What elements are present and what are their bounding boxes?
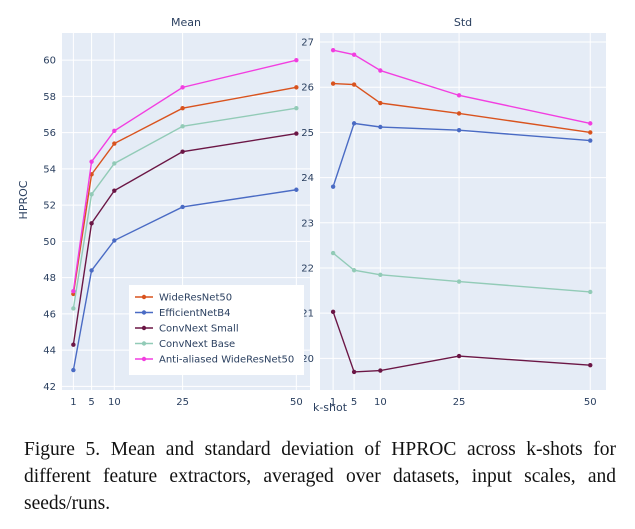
data-point-wideresnet50 [378, 100, 383, 106]
x-tick-label: 25 [176, 397, 189, 408]
x-tick-label: 1 [330, 397, 336, 408]
legend-swatch-marker [141, 310, 147, 315]
data-point-anti-aliased-wideresnet50 [456, 93, 462, 98]
data-point-convnext-base [89, 192, 94, 197]
data-point-wideresnet50 [180, 106, 185, 111]
data-point-convnext-base [180, 124, 185, 129]
y-tick-label: 23 [301, 218, 314, 229]
legend-label: Anti-aliased WideResNet50 [159, 355, 294, 366]
x-tick-label: 5 [351, 397, 357, 408]
y-tick-label: 20 [301, 354, 314, 365]
legend-label: ConvNext Small [159, 324, 239, 335]
data-point-anti-aliased-wideresnet50 [351, 52, 357, 57]
data-point-anti-aliased-wideresnet50 [112, 128, 117, 134]
data-point-efficientnetb4 [351, 121, 357, 126]
legend-swatch-marker [141, 341, 147, 346]
data-point-wideresnet50 [294, 85, 299, 90]
y-tick-label: 48 [43, 273, 56, 284]
data-point-convnext-base [378, 272, 383, 277]
data-point-convnext-small [89, 221, 94, 226]
figure-caption: Figure 5. Mean and standard deviation of… [24, 439, 616, 514]
data-point-convnext-small [330, 309, 336, 315]
y-axis-label: HPROC [17, 180, 30, 219]
data-point-convnext-small [71, 342, 76, 347]
data-point-convnext-small [112, 188, 117, 193]
data-point-convnext-small [588, 362, 593, 368]
x-tick-label: 5 [88, 397, 94, 408]
y-tick-label: 25 [301, 128, 314, 139]
legend-swatch-marker [141, 294, 147, 300]
std-subplot: Std 1 5 10 25 50 20 21 22 23 24 25 26 27 [301, 16, 606, 408]
legend: WideResNet50 EfficientNetB4 ConvNext Small… [129, 285, 304, 375]
y-tick-label: 24 [301, 173, 314, 184]
data-point-convnext-small [351, 369, 357, 375]
x-axis-label: k-shot [313, 401, 348, 414]
data-point-convnext-small [456, 353, 462, 359]
data-point-anti-aliased-wideresnet50 [588, 121, 593, 126]
data-point-efficientnetb4 [112, 238, 117, 243]
y-tick-label: 56 [43, 128, 56, 139]
x-tick-label: 25 [453, 397, 466, 408]
data-point-wideresnet50 [588, 130, 593, 135]
legend-label: ConvNext Base [159, 339, 235, 350]
y-tick-label: 27 [301, 38, 314, 49]
data-point-convnext-base [330, 250, 336, 256]
y-tick-label: 54 [43, 164, 56, 175]
data-point-convnext-base [71, 306, 76, 311]
data-point-anti-aliased-wideresnet50 [294, 57, 299, 63]
data-point-efficientnetb4 [456, 127, 462, 133]
data-point-convnext-base [351, 268, 357, 273]
data-point-convnext-small [294, 131, 299, 136]
data-point-efficientnetb4 [89, 268, 94, 273]
y-tick-label: 50 [43, 237, 56, 248]
legend-swatch-marker [141, 325, 147, 331]
y-tick-label: 44 [43, 346, 56, 357]
data-point-anti-aliased-wideresnet50 [89, 159, 94, 164]
data-point-wideresnet50 [112, 141, 117, 146]
data-point-convnext-base [588, 289, 593, 295]
data-point-convnext-small [378, 368, 383, 373]
x-tick-label: 50 [290, 397, 303, 408]
data-point-efficientnetb4 [330, 184, 336, 189]
y-tick-label: 58 [43, 92, 56, 103]
subplot-title: Mean [171, 16, 201, 29]
data-point-anti-aliased-wideresnet50 [378, 68, 383, 73]
data-point-wideresnet50 [351, 82, 357, 87]
data-point-efficientnetb4 [294, 187, 299, 192]
y-tick-label: 52 [43, 201, 56, 212]
legend-box [129, 285, 304, 375]
plot-area [320, 33, 606, 390]
y-tick-label: 21 [301, 309, 314, 320]
y-tick-label: 26 [301, 83, 314, 94]
data-point-wideresnet50 [456, 111, 462, 116]
x-tick-label: 10 [374, 397, 387, 408]
x-tick-label: 1 [70, 397, 76, 408]
data-point-anti-aliased-wideresnet50 [180, 85, 185, 90]
legend-label: EfficientNetB4 [159, 308, 230, 319]
x-tick-label: 50 [584, 397, 597, 408]
legend-swatch-marker [141, 356, 147, 362]
data-point-convnext-base [294, 106, 299, 111]
data-point-convnext-base [112, 161, 117, 166]
data-point-convnext-small [180, 149, 185, 154]
data-point-efficientnetb4 [378, 124, 383, 130]
data-point-efficientnetb4 [71, 367, 76, 373]
y-tick-label: 46 [43, 309, 56, 320]
x-tick-label: 10 [108, 397, 121, 408]
y-tick-label: 42 [43, 382, 56, 393]
data-point-wideresnet50 [330, 81, 336, 86]
y-tick-label: 22 [301, 263, 314, 274]
legend-label: WideResNet50 [159, 293, 232, 304]
y-tick-label: 60 [43, 56, 56, 67]
data-point-efficientnetb4 [588, 138, 593, 143]
data-point-anti-aliased-wideresnet50 [330, 47, 336, 53]
data-point-convnext-base [456, 279, 462, 284]
data-point-anti-aliased-wideresnet50 [71, 289, 76, 294]
subplot-title: Std [454, 16, 472, 29]
data-point-efficientnetb4 [180, 204, 185, 210]
